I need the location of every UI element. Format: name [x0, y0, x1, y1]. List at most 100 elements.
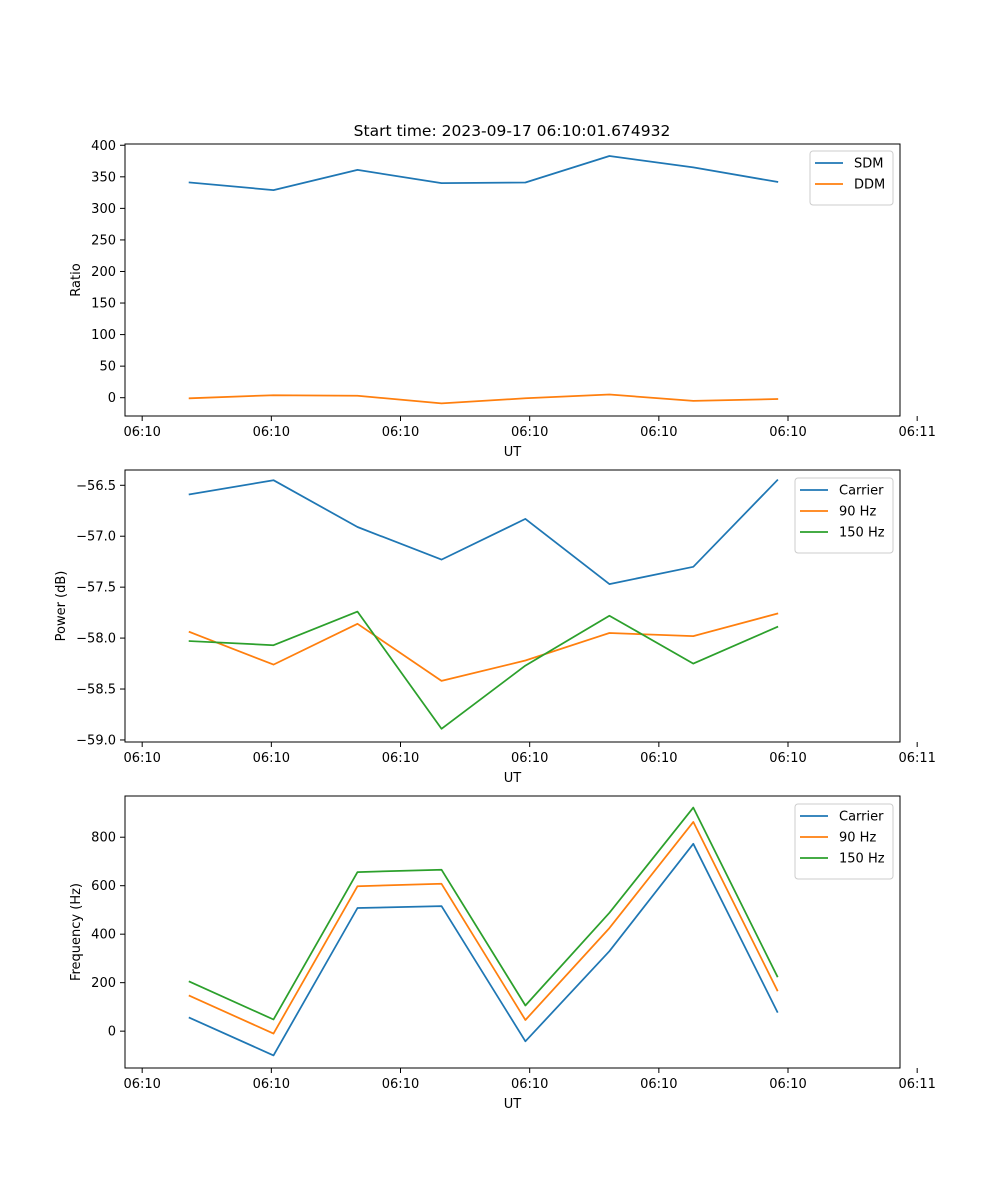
- power-series-line-0: [188, 478, 779, 585]
- frequency-series-line-1: [188, 821, 779, 1035]
- figure-title: Start time: 2023-09-17 06:10:01.674932: [354, 122, 671, 140]
- power-y-tick-label-0: −59.0: [76, 733, 116, 748]
- power-series-1-point-7: [776, 613, 778, 615]
- frequency-legend: [794, 803, 894, 880]
- power-legend-label-2: 150 Hz: [839, 526, 885, 541]
- frequency-x-tick-label-5: 06:10: [769, 1077, 806, 1092]
- power-x-tick-label-4: 06:10: [640, 751, 677, 766]
- ratio-y-tick-label-1: 50: [99, 360, 116, 375]
- ratio-y-axis-label: Ratio: [69, 263, 84, 296]
- frequency-series-2-point-0: [189, 981, 191, 983]
- power-series-0-point-2: [357, 526, 358, 528]
- frequency-series-2-point-3: [441, 869, 442, 871]
- ratio-panel: 06:10 06:10 06:10 06:10 06:10 06:10 06:11 0 50 10…: [69, 139, 936, 460]
- power-series-0-point-7: [776, 479, 778, 481]
- ratio-series-1-point-1: [273, 394, 274, 396]
- frequency-y-tick-label-2: 400: [91, 928, 116, 943]
- frequency-series-0-point-1: [273, 1054, 274, 1056]
- frequency-series-2-point-2: [357, 871, 358, 873]
- ratio-series-1-point-3: [441, 402, 442, 404]
- ratio-x-tick-label-5: 06:10: [769, 425, 806, 440]
- frequency-x-axis-label: UT: [504, 1097, 522, 1112]
- frequency-x-tick-label-3: 06:10: [511, 1077, 548, 1092]
- frequency-y-tick-label-1: 200: [91, 976, 116, 991]
- frequency-series-1-point-3: [441, 883, 442, 885]
- ratio-series-1-point-7: [776, 398, 778, 400]
- ratio-legend-label-1: DDM: [854, 178, 885, 193]
- power-series-0-point-1: [273, 479, 274, 481]
- frequency-series-1-point-1: [273, 1033, 274, 1035]
- power-y-tick-label-3: −57.5: [76, 581, 116, 596]
- power-y-tick-label-2: −58.0: [76, 632, 116, 647]
- ratio-y-tick-label-3: 150: [91, 297, 116, 312]
- ratio-x-tick-label-2: 06:10: [382, 425, 419, 440]
- frequency-series-1-point-2: [357, 885, 358, 887]
- frequency-series-0-point-0: [189, 1017, 191, 1019]
- power-x-tick-label-6: 06:11: [898, 751, 935, 766]
- power-legend-label-1: 90 Hz: [839, 505, 876, 520]
- frequency-series-2-point-1: [273, 1019, 274, 1020]
- ratio-series-1-point-5: [608, 394, 610, 395]
- frequency-x-tick-label-1: 06:10: [253, 1077, 290, 1092]
- frequency-series-1-point-6: [692, 821, 694, 823]
- frequency-legend-label-0: Carrier: [839, 810, 884, 825]
- power-panel: 06:10 06:10 06:10 06:10 06:10 06:10 06:11 −59.0…: [54, 469, 936, 786]
- power-series-1-point-0: [189, 631, 191, 633]
- ratio-axes-frame: [124, 143, 901, 417]
- frequency-series-0-point-5: [608, 950, 610, 952]
- power-y-axis-label: Power (dB): [54, 571, 69, 642]
- frequency-series-0-point-6: [692, 843, 694, 845]
- power-series-0-point-6: [692, 566, 694, 568]
- frequency-series-line-2: [188, 806, 779, 1021]
- power-series-1-point-6: [692, 635, 694, 637]
- ratio-series-line-0: [188, 155, 779, 191]
- ratio-series-0-point-5: [608, 155, 610, 157]
- ratio-legend: [809, 150, 894, 206]
- power-y-tick-label-4: −57.0: [76, 530, 116, 545]
- ratio-series-0-point-0: [189, 182, 191, 183]
- ratio-y-tick-label-0: 0: [108, 391, 116, 406]
- ratio-x-tick-label-6: 06:11: [898, 425, 935, 440]
- ratio-series-1-point-6: [692, 400, 694, 402]
- ratio-x-tick-label-4: 06:10: [640, 425, 677, 440]
- ratio-series-0-point-4: [524, 182, 526, 183]
- ratio-x-tick-label-1: 06:10: [253, 425, 290, 440]
- power-x-tick-label-3: 06:10: [511, 751, 548, 766]
- power-x-tick-label-0: 06:10: [123, 751, 160, 766]
- power-series-2-point-4: [524, 665, 526, 667]
- frequency-series-line-0: [188, 842, 779, 1057]
- ratio-y-tick-label-6: 300: [91, 202, 116, 217]
- frequency-legend-label-2: 150 Hz: [839, 852, 885, 867]
- power-series-2-point-1: [273, 644, 274, 646]
- power-y-tick-label-5: −56.5: [76, 479, 116, 494]
- ratio-series-0-point-3: [441, 182, 442, 184]
- power-x-tick-label-1: 06:10: [253, 751, 290, 766]
- power-series-line-1: [188, 612, 779, 682]
- frequency-series-2-point-6: [692, 807, 694, 809]
- frequency-legend-label-1: 90 Hz: [839, 831, 876, 846]
- power-series-0-point-5: [608, 583, 610, 585]
- ratio-y-tick-label-7: 350: [91, 170, 116, 185]
- power-series-0-point-0: [189, 493, 191, 495]
- frequency-panel: 06:10 06:10 06:10 06:10 06:10 06:10 06:11 0 200 4…: [69, 795, 936, 1112]
- ratio-series-0-point-2: [357, 169, 358, 171]
- power-series-1-point-4: [524, 660, 526, 661]
- ratio-y-tick-label-5: 250: [91, 233, 116, 248]
- ratio-y-tick-label-2: 100: [91, 328, 116, 343]
- power-x-tick-label-5: 06:10: [769, 751, 806, 766]
- ratio-series-0-point-1: [273, 189, 274, 191]
- frequency-series-1-point-7: [776, 989, 778, 991]
- frequency-axes-frame: [124, 795, 901, 1069]
- power-axes-frame: [124, 469, 901, 743]
- frequency-y-tick-label-4: 800: [91, 831, 116, 846]
- power-series-2-point-5: [608, 615, 610, 617]
- power-legend-label-0: Carrier: [839, 484, 884, 499]
- frequency-y-tick-label-0: 0: [108, 1025, 116, 1040]
- frequency-x-tick-label-4: 06:10: [640, 1077, 677, 1092]
- frequency-x-tick-label-0: 06:10: [123, 1077, 160, 1092]
- frequency-series-2-point-7: [776, 975, 778, 977]
- ratio-series-1-point-2: [357, 395, 358, 397]
- frequency-x-tick-label-2: 06:10: [382, 1077, 419, 1092]
- ratio-y-tick-label-4: 200: [91, 265, 116, 280]
